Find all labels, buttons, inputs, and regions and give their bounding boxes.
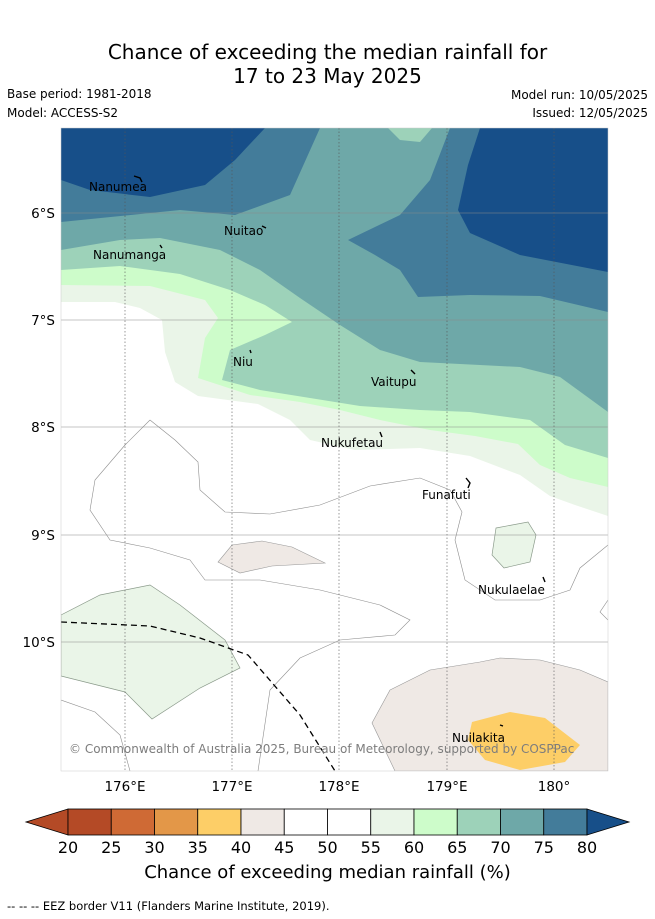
colorbar-segment xyxy=(283,808,328,836)
title-line-2: 17 to 23 May 2025 xyxy=(233,64,422,88)
place-label: Funafuti xyxy=(422,488,471,502)
colorbar-segment xyxy=(110,808,155,836)
lon-tick-label: 177°E xyxy=(211,779,252,795)
model-name: Model: ACCESS-S2 xyxy=(7,106,119,120)
longitude-gridlines xyxy=(124,128,555,771)
lat-tick-label: 7°S xyxy=(31,313,55,329)
lat-tick-label: 10°S xyxy=(23,635,56,651)
colorbar-tick-label: 45 xyxy=(274,838,294,857)
colorbar-tick-label: 25 xyxy=(101,838,121,857)
colorbar-title: Chance of exceeding median rainfall (%) xyxy=(144,862,511,883)
colorbar-tick-label: 80 xyxy=(577,838,597,857)
base-period: Base period: 1981-2018 xyxy=(7,87,152,101)
place-labels: Nanumea Nuitao Nanumanga Niu Vaitupu Nuk… xyxy=(89,180,545,745)
place-label: Nukulaelae xyxy=(478,583,545,597)
place-label: Vaitupu xyxy=(371,375,417,389)
place-label: Nuitao xyxy=(224,224,263,238)
probability-contours xyxy=(61,128,608,771)
colorbar-segment xyxy=(370,808,415,836)
island-markers xyxy=(133,175,546,727)
colorbar-extend-low xyxy=(24,808,69,836)
place-label: Nanumea xyxy=(89,180,147,194)
place-label: Nanumanga xyxy=(93,248,166,262)
copyright-notice: © Commonwealth of Australia 2025, Bureau… xyxy=(69,742,574,756)
colorbar-tick-label: 55 xyxy=(361,838,381,857)
colorbar-segment xyxy=(327,808,372,836)
colorbar-segment xyxy=(154,808,199,836)
colorbar-segment xyxy=(543,808,588,836)
model-run: Model run: 10/05/2025 xyxy=(510,88,648,102)
colorbar-tick-label: 75 xyxy=(534,838,554,857)
colorbar-tick-label: 50 xyxy=(317,838,337,857)
lon-tick-label: 176°E xyxy=(104,779,145,795)
place-label: Nukufetau xyxy=(321,436,383,450)
map-title: Chance of exceeding the median rainfall … xyxy=(0,40,655,88)
place-label: Nuilakita xyxy=(452,731,505,745)
colorbar-extend-high xyxy=(586,808,631,836)
latitude-gridlines xyxy=(61,212,608,643)
colorbar-segment xyxy=(456,808,501,836)
latitude-axis: 6°S 7°S 8°S 9°S 10°S xyxy=(23,206,56,651)
lat-tick-label: 6°S xyxy=(31,206,55,222)
lat-tick-label: 8°S xyxy=(31,420,55,436)
colorbar-segment xyxy=(67,808,112,836)
colorbar-tick-label: 40 xyxy=(231,838,251,857)
colorbar-segment xyxy=(500,808,545,836)
colorbar-tick-label: 65 xyxy=(447,838,467,857)
colorbar-tick-label: 35 xyxy=(188,838,208,857)
issued-date: Issued: 12/05/2025 xyxy=(532,106,648,120)
colorbar-tick-label: 20 xyxy=(58,838,78,857)
lon-tick-label: 180° xyxy=(538,779,571,795)
colorbar-tick-label: 70 xyxy=(490,838,510,857)
colorbar-segment xyxy=(413,808,458,836)
lat-tick-label: 9°S xyxy=(31,528,55,544)
place-label: Niu xyxy=(233,355,253,369)
colorbar-segment xyxy=(240,808,285,836)
eez-footnote: -- -- -- EEZ border V11 (Flanders Marine… xyxy=(7,899,330,913)
colorbar-tick-label: 30 xyxy=(144,838,164,857)
colorbar-tick-label: 60 xyxy=(404,838,424,857)
colorbar: 20 25 30 35 40 45 50 55 60 65 70 75 80 xyxy=(24,808,631,857)
longitude-axis: 176°E 177°E 178°E 179°E 180° xyxy=(104,779,570,795)
title-line-1: Chance of exceeding the median rainfall … xyxy=(107,40,548,64)
colorbar-segment xyxy=(197,808,242,836)
lon-tick-label: 179°E xyxy=(426,779,467,795)
eez-border xyxy=(61,621,336,771)
lon-tick-label: 178°E xyxy=(318,779,359,795)
